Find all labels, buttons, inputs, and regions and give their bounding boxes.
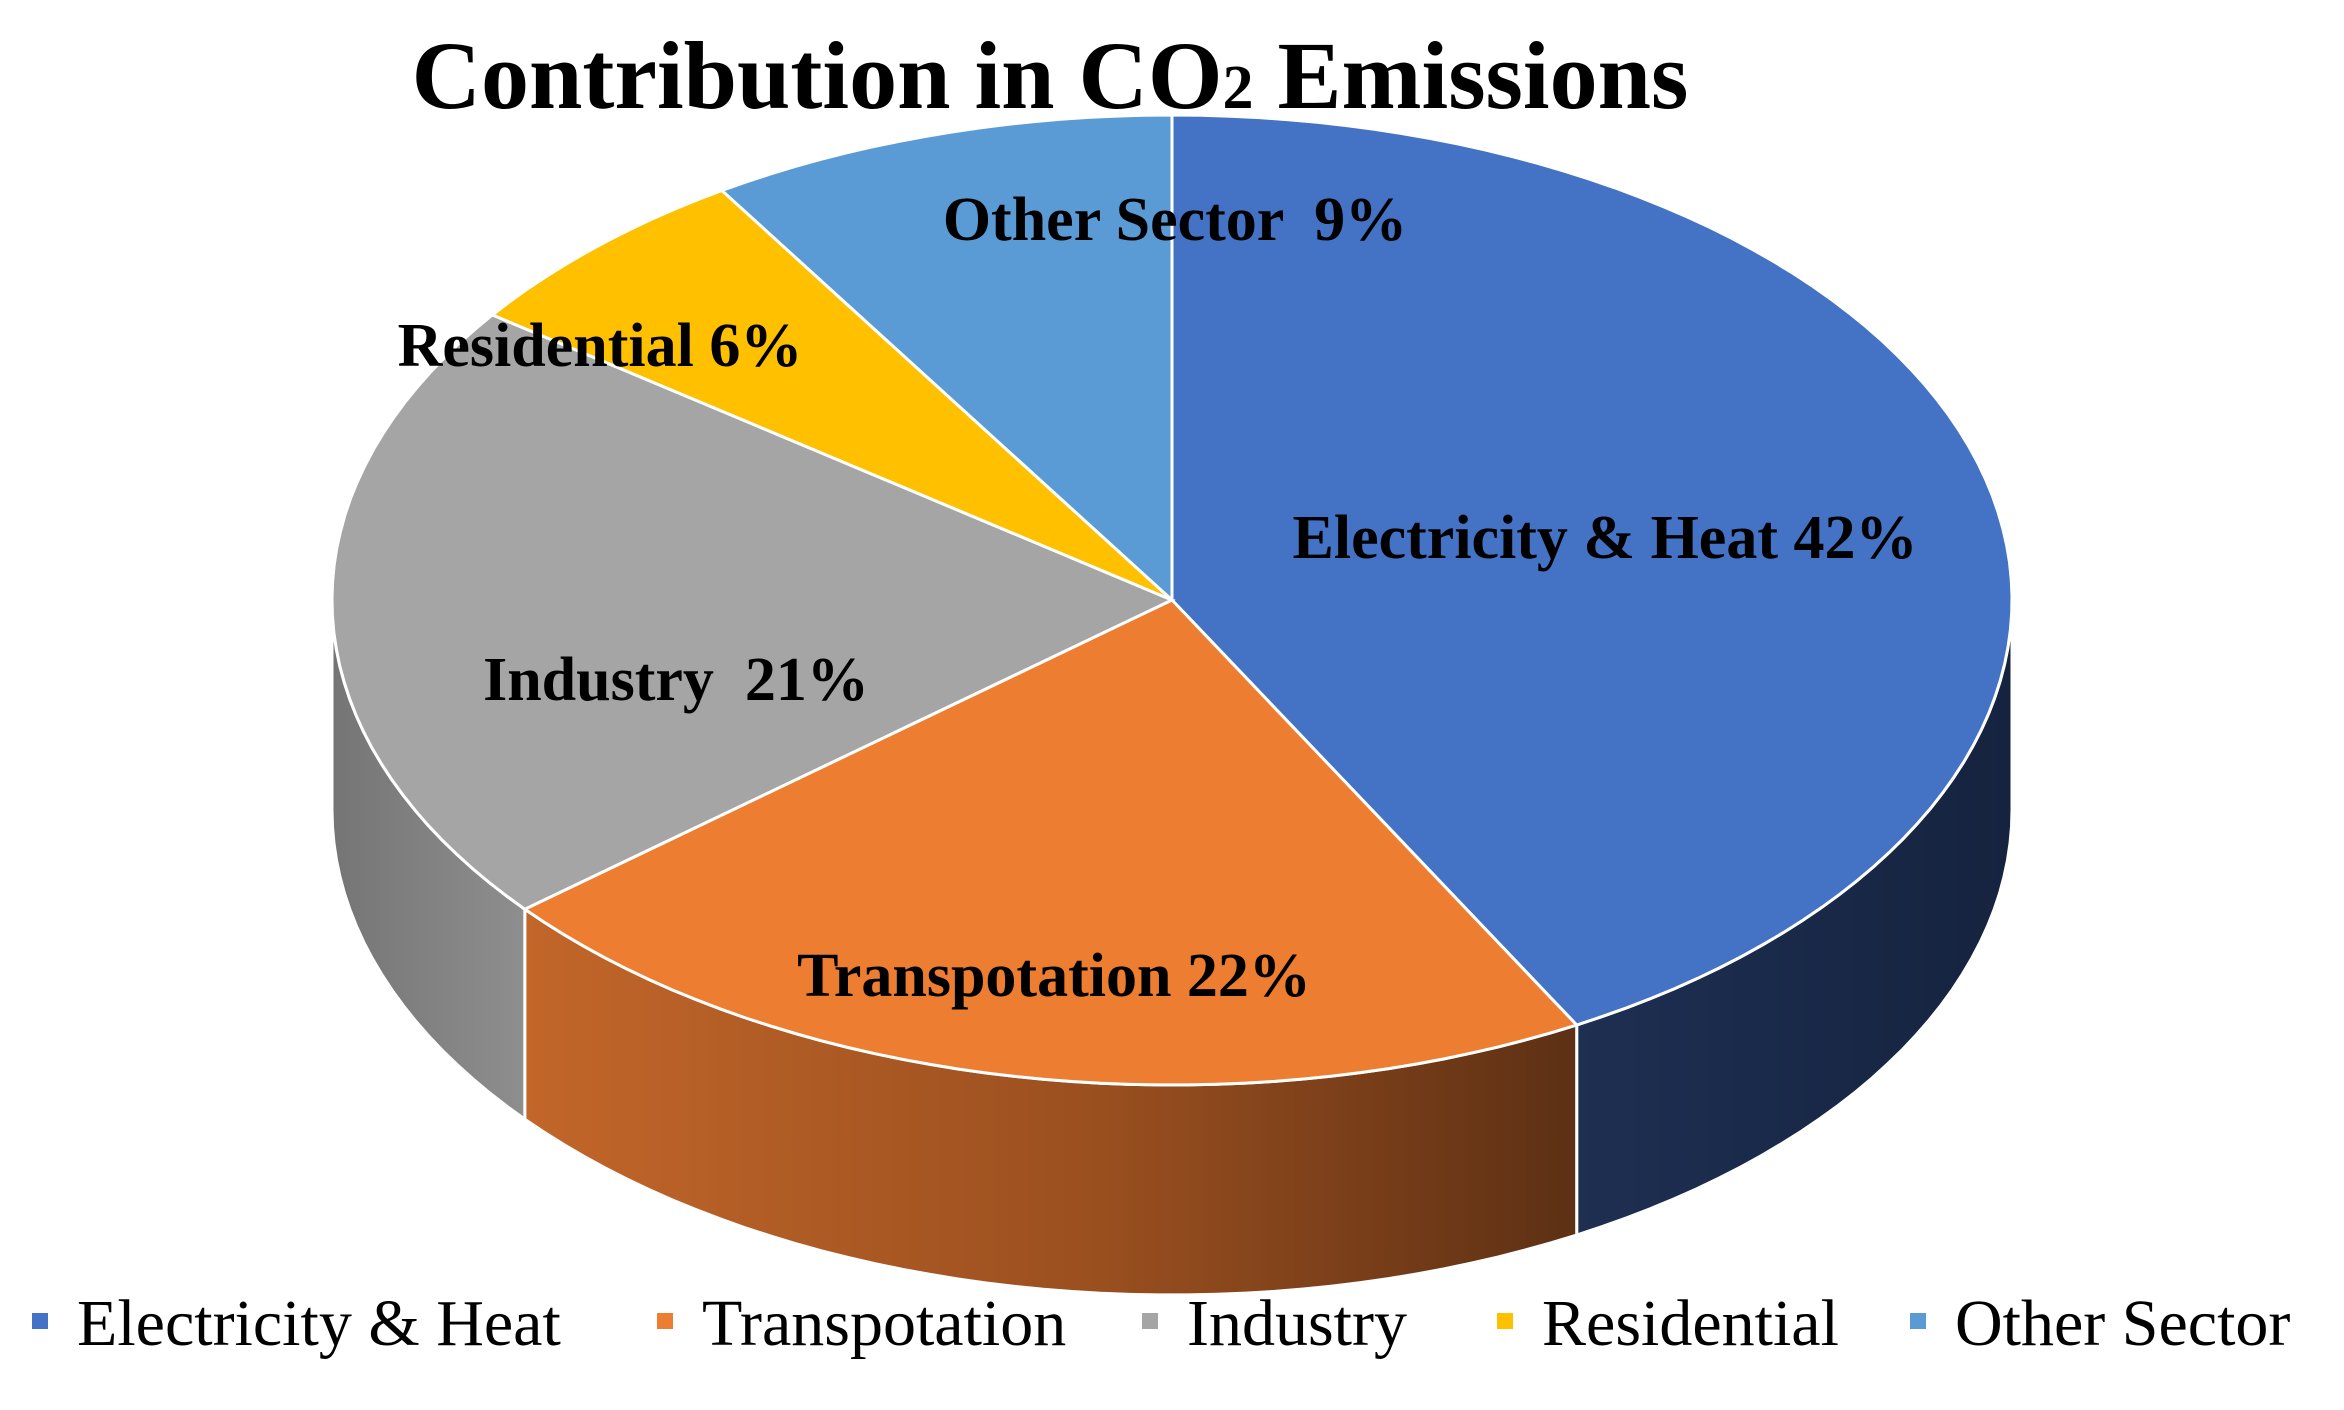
- legend-swatch: [1910, 1313, 1926, 1329]
- pie-sides: [330, 599, 2014, 1297]
- legend-label: Transpotation: [702, 1287, 1066, 1360]
- legend-label: Industry: [1187, 1287, 1407, 1360]
- data-label-industry: Industry 21%: [483, 646, 869, 714]
- legend-label: Residential: [1542, 1287, 1839, 1360]
- legend-swatch: [1142, 1313, 1158, 1329]
- data-label-other-sector: Other Sector 9%: [943, 186, 1407, 254]
- pie-slice-transpotation: [521, 598, 1580, 1087]
- legend-item-transpotation: Transpotation: [657, 1287, 1066, 1360]
- legend-item-residential: Residential: [1497, 1287, 1839, 1360]
- legend-label: Electricity & Heat: [77, 1287, 561, 1360]
- data-labels: Electricity & Heat 42% Transpotation 22% I…: [398, 186, 1918, 1010]
- legend-swatch: [1497, 1313, 1513, 1329]
- pie-slices: [330, 113, 2014, 1087]
- legend-swatch: [657, 1313, 673, 1329]
- legend-item-other-sector: Other Sector: [1910, 1287, 2290, 1360]
- data-label-transpotation: Transpotation 22%: [797, 942, 1311, 1010]
- pie-slice-electricity-and-heat: [1170, 113, 2014, 1027]
- legend-label: Other Sector: [1955, 1287, 2290, 1360]
- legend-item-industry: Industry: [1142, 1287, 1407, 1360]
- legend-item-electricity-and-heat: Electricity & Heat: [32, 1287, 561, 1360]
- legend-swatch: [32, 1313, 48, 1329]
- data-label-residential: Residential 6%: [398, 312, 803, 380]
- pie-slice-residential: [489, 188, 1174, 602]
- chart-title: Contribution in CO2 Emissions: [412, 22, 1689, 129]
- data-label-electricity-and-heat: Electricity & Heat 42%: [1293, 504, 1918, 572]
- legend: Electricity & Heat Transpotation Industry R…: [32, 1287, 2290, 1360]
- pie-slice-industry: [330, 313, 1176, 911]
- pie-slice-other-sector: [719, 113, 1174, 604]
